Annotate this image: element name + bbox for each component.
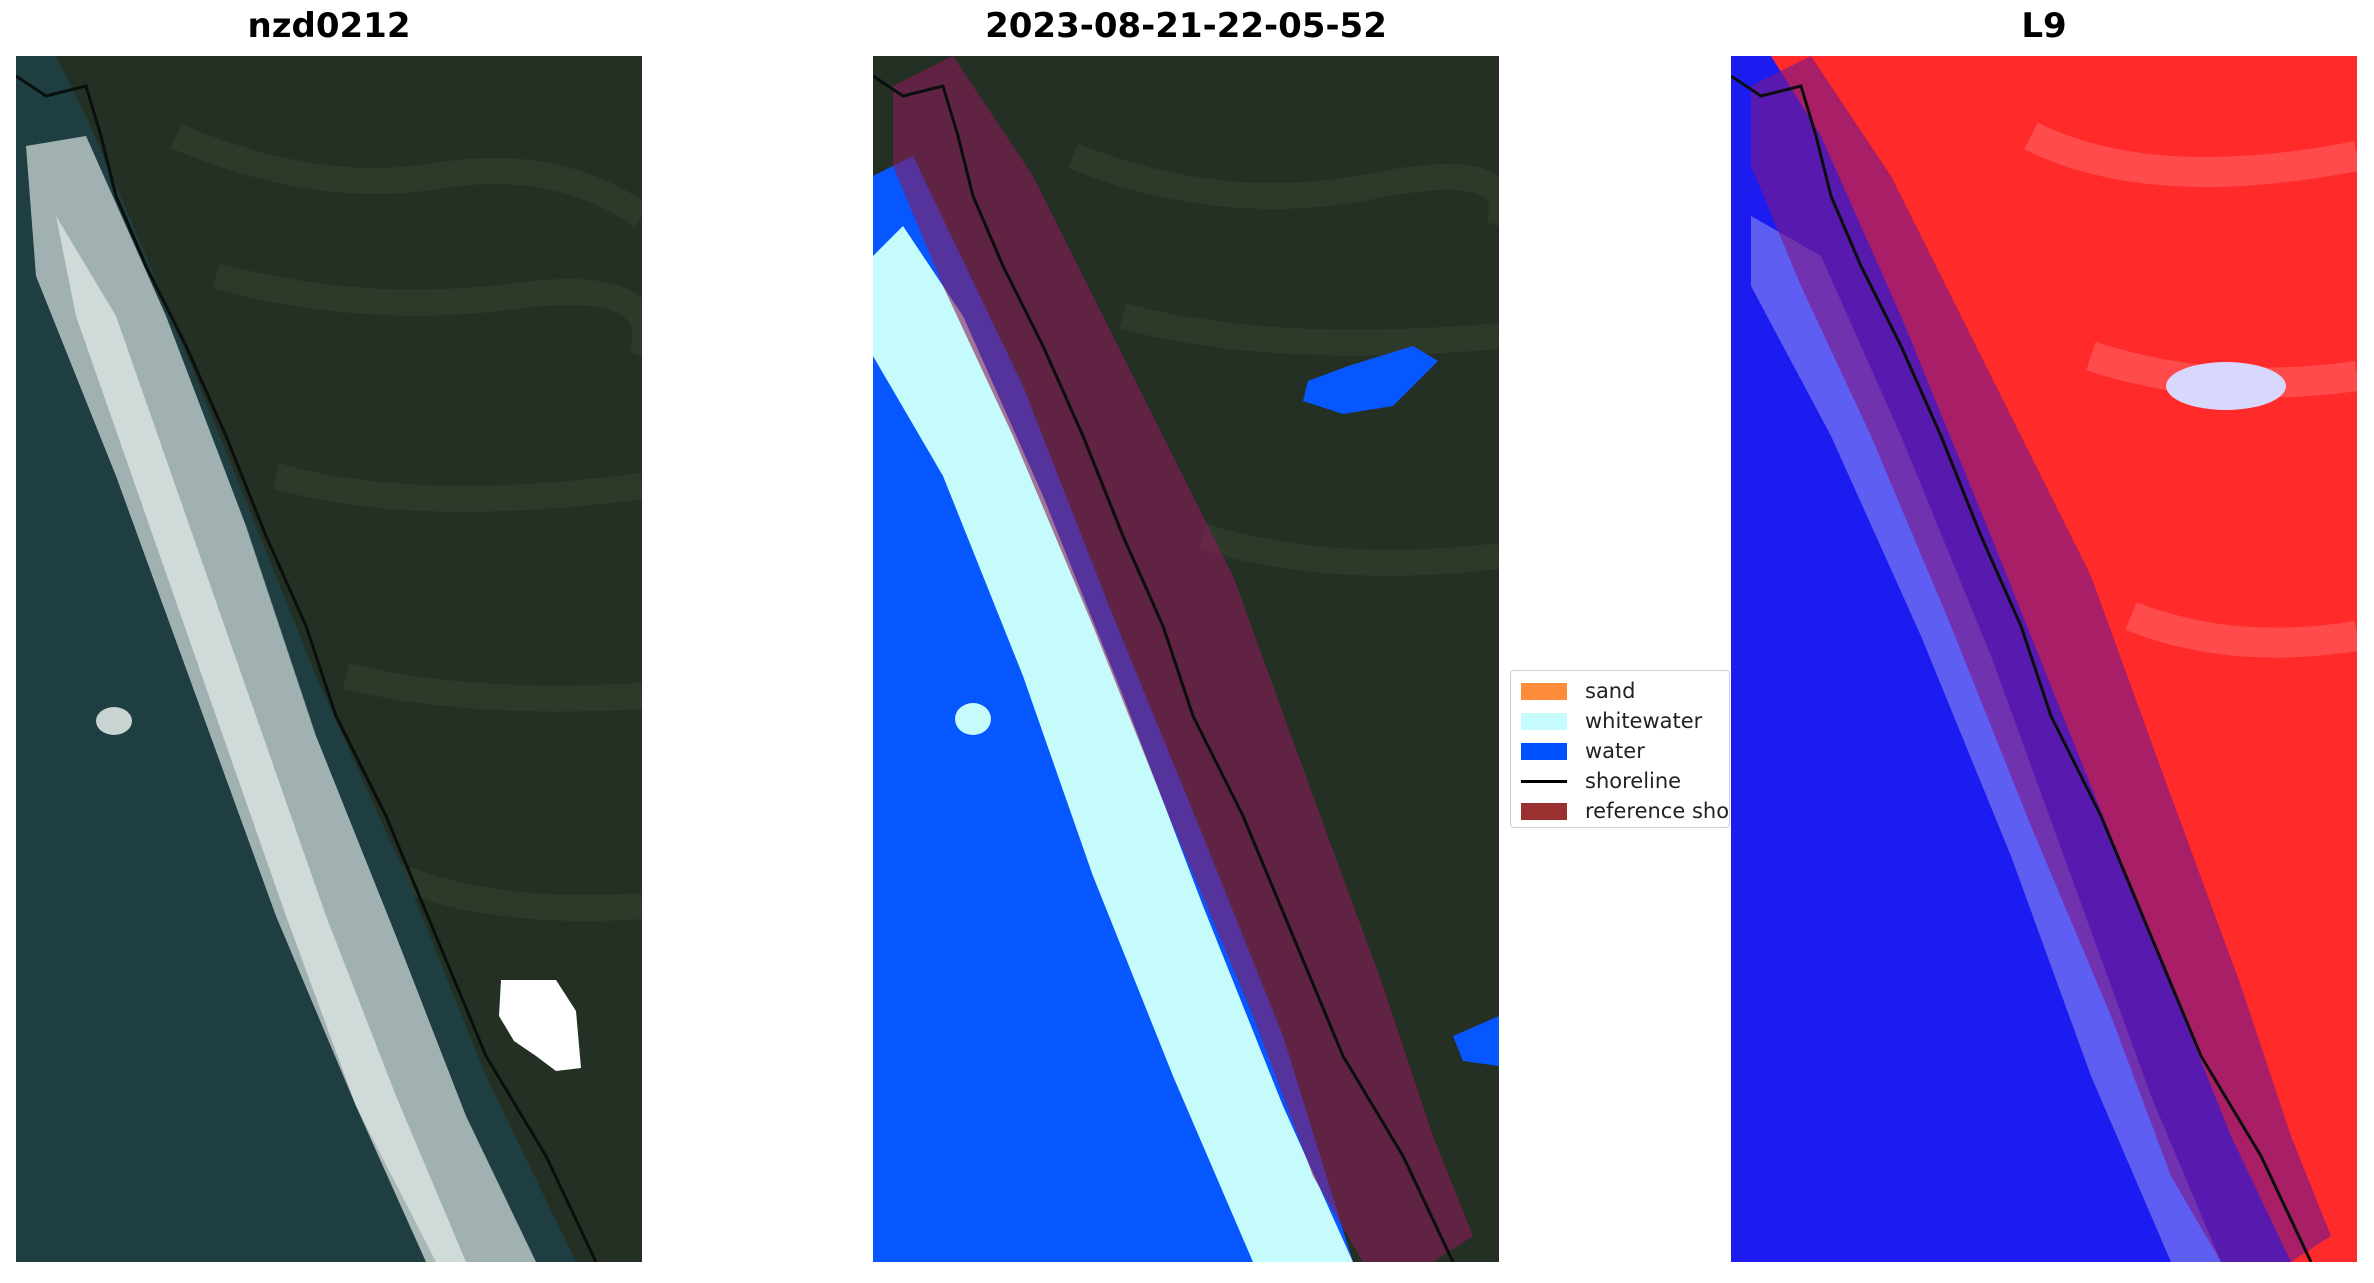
legend-item-reference: reference shor: [1521, 796, 1729, 826]
legend: sand whitewater water shoreline referenc…: [1510, 670, 1730, 828]
panel-title-classified: 2023-08-21-22-05-52: [985, 6, 1387, 46]
water-swatch: [1521, 742, 1567, 760]
legend-item-sand: sand: [1521, 676, 1729, 706]
legend-label-shoreline: shoreline: [1585, 769, 1682, 793]
surf-band: [26, 136, 536, 1262]
legend-label-whitewater: whitewater: [1585, 709, 1703, 733]
panel-title-rgb: nzd0212: [247, 6, 411, 46]
surf-inner: [56, 216, 466, 1262]
whitewater-patch: [955, 703, 991, 735]
legend-item-whitewater: whitewater: [1521, 706, 1729, 736]
reference-buffer: [1751, 56, 2331, 1262]
shoreline-trace: [1731, 74, 2313, 1262]
classified-panel: [873, 56, 1499, 1262]
rgb-image-panel: [16, 56, 642, 1262]
legend-label-sand: sand: [1585, 679, 1636, 703]
land-texture: [1068, 143, 1499, 576]
surf-patch: [96, 707, 132, 735]
panel-title-index: L9: [2021, 6, 2067, 46]
whitewater-class: [873, 226, 1353, 1262]
cloud-mask: [499, 980, 581, 1071]
shoreline-trace: [873, 74, 1455, 1262]
water-patch: [1303, 346, 1438, 414]
legend-label-water: water: [1585, 739, 1645, 763]
index-panel: [1731, 56, 2357, 1262]
whitewater-swatch: [1521, 712, 1567, 730]
water-edge: [1453, 1016, 1499, 1066]
water-patch-index: [2166, 362, 2286, 410]
shoreline-swatch: [1521, 779, 1567, 783]
legend-item-shoreline: shoreline: [1521, 766, 1729, 796]
legend-label-reference: reference shor: [1585, 799, 1730, 823]
surf-index: [1751, 216, 2221, 1262]
reference-buffer: [893, 56, 1473, 1262]
legend-item-water: water: [1521, 736, 1729, 766]
reference-swatch: [1521, 802, 1567, 820]
sand-swatch: [1521, 682, 1567, 700]
land-texture: [170, 124, 642, 921]
shoreline-trace: [16, 74, 598, 1262]
